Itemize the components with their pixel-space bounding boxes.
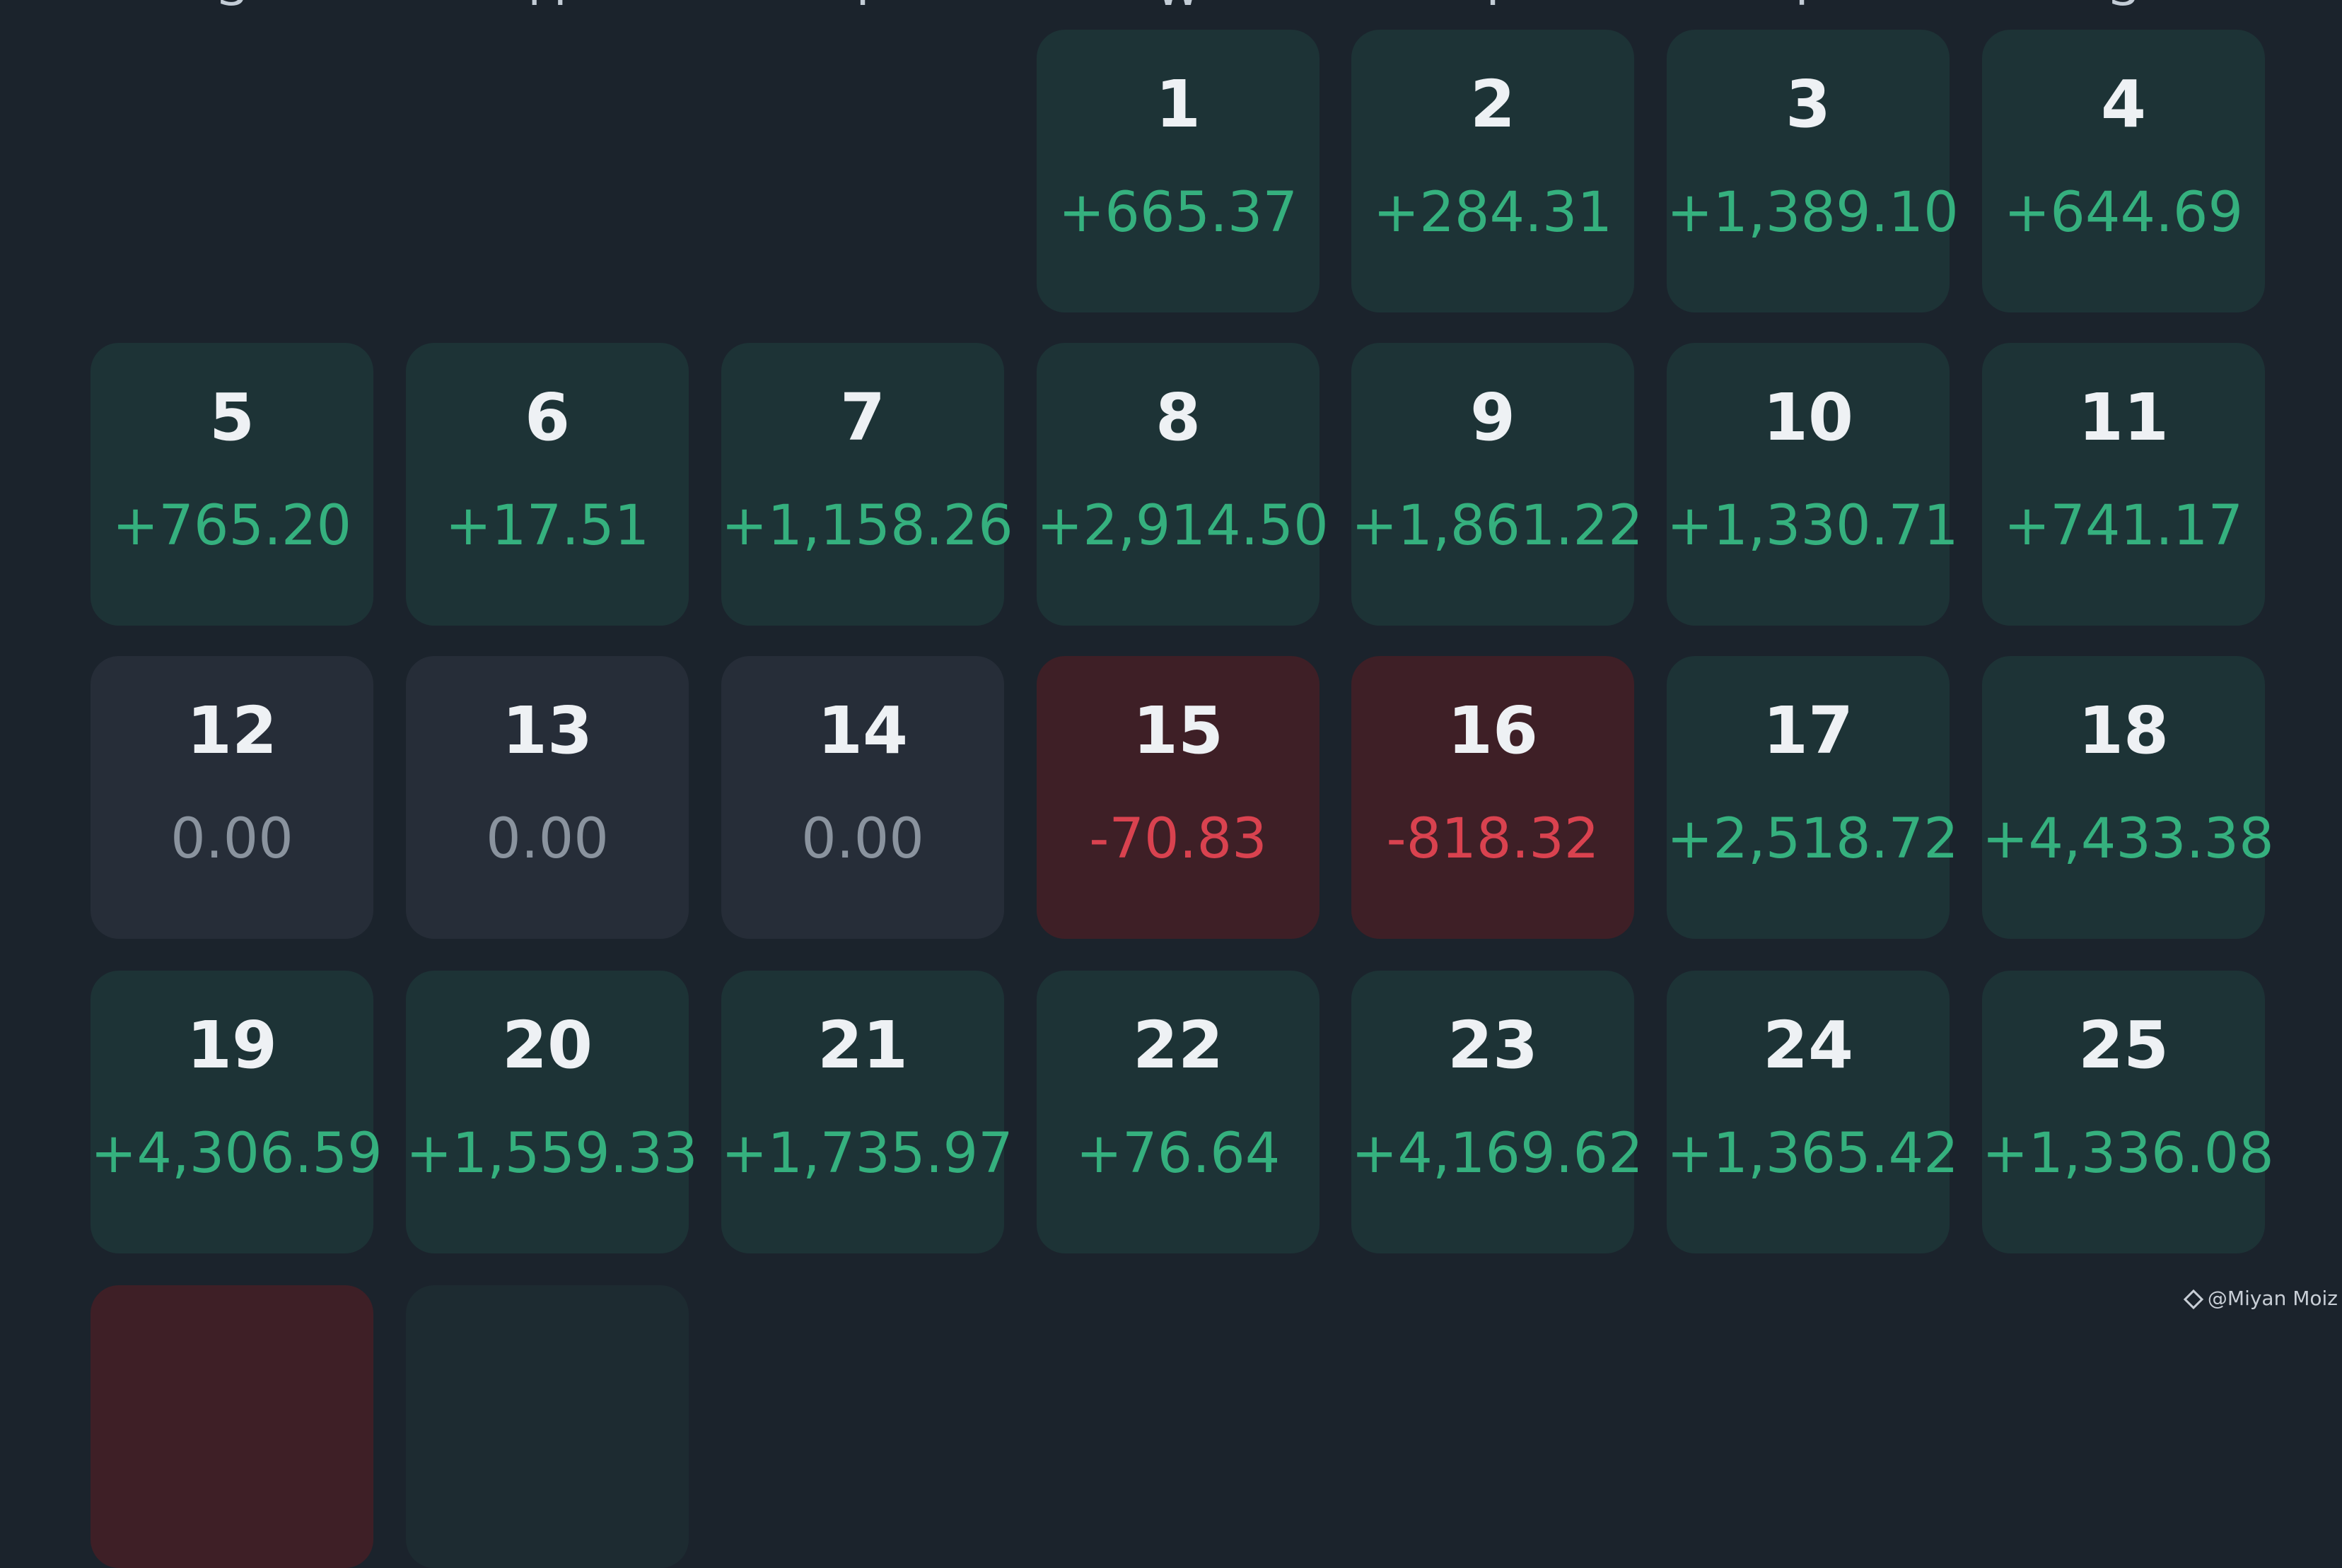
day-cell-14[interactable]: 14 0.00 (721, 656, 1004, 939)
day-number: 22 (1132, 1007, 1224, 1083)
day-cell-partial (91, 1285, 373, 1568)
day-cell-22[interactable]: 22 +76.64 (1037, 971, 1319, 1253)
day-number: 6 (524, 380, 570, 455)
day-cell-4[interactable]: 4 +644.69 (1982, 30, 2265, 312)
day-number: 15 (1132, 693, 1224, 768)
day-pnl: +665.37 (1058, 181, 1298, 245)
day-cell-15[interactable]: 15 -70.83 (1037, 656, 1319, 939)
day-pnl: 0.00 (486, 807, 609, 871)
day-pnl: +741.17 (2003, 494, 2244, 558)
day-number: 16 (1447, 693, 1539, 768)
day-cell-2[interactable]: 2 +284.31 (1351, 30, 1634, 312)
day-pnl: +1,861.22 (1351, 494, 1643, 558)
day-cell-25[interactable]: 25 +1,336.08 (1982, 971, 2274, 1253)
day-number: 8 (1155, 380, 1201, 455)
weekday-saturday: S (1982, 0, 2265, 13)
day-number: 21 (817, 1007, 909, 1083)
day-cell-17[interactable]: 17 +2,518.72 (1667, 656, 1959, 939)
day-number: 9 (1469, 380, 1515, 455)
day-cell-24[interactable]: 24 +1,365.42 (1667, 971, 1959, 1253)
day-pnl: -70.83 (1089, 807, 1267, 871)
day-cell-partial (406, 1285, 689, 1568)
day-pnl: +2,914.50 (1037, 494, 1329, 558)
day-pnl: +1,365.42 (1667, 1122, 1959, 1186)
weekday-monday: M (406, 0, 689, 13)
day-pnl: 0.00 (170, 807, 293, 871)
day-pnl: +4,169.62 (1351, 1122, 1643, 1186)
day-number: 10 (1762, 380, 1854, 455)
day-number: 4 (2100, 66, 2146, 142)
day-number: 13 (501, 693, 593, 768)
day-number: 18 (2078, 693, 2169, 768)
day-cell-20[interactable]: 20 +1,559.33 (406, 971, 698, 1253)
day-cell-8[interactable]: 8 +2,914.50 (1037, 343, 1329, 626)
day-cell-23[interactable]: 23 +4,169.62 (1351, 971, 1643, 1253)
weekday-wednesday: W (1037, 0, 1319, 13)
diamond-logo-icon (2183, 1289, 2204, 1310)
weekday-sunday: S (91, 0, 373, 13)
day-cell-12[interactable]: 12 0.00 (91, 656, 373, 939)
weekday-tuesday: T (721, 0, 1004, 13)
day-cell-19[interactable]: 19 +4,306.59 (91, 971, 383, 1253)
day-pnl: +1,559.33 (406, 1122, 698, 1186)
day-pnl: +2,518.72 (1667, 807, 1959, 871)
day-pnl: 0.00 (801, 807, 924, 871)
day-number: 25 (2078, 1007, 2169, 1083)
day-pnl: +4,306.59 (91, 1122, 383, 1186)
day-pnl: +4,433.38 (1982, 807, 2274, 871)
day-pnl: +1,336.08 (1982, 1122, 2274, 1186)
day-number: 24 (1762, 1007, 1854, 1083)
day-number: 17 (1762, 693, 1854, 768)
day-number: 23 (1447, 1007, 1539, 1083)
day-number: 12 (186, 693, 278, 768)
day-number: 7 (839, 380, 885, 455)
day-cell-7[interactable]: 7 +1,158.26 (721, 343, 1013, 626)
day-cell-5[interactable]: 5 +765.20 (91, 343, 373, 626)
day-pnl: +284.31 (1373, 181, 1613, 245)
day-pnl: +1,735.97 (721, 1122, 1013, 1186)
day-cell-10[interactable]: 10 +1,330.71 (1667, 343, 1959, 626)
day-cell-6[interactable]: 6 +17.51 (406, 343, 689, 626)
day-cell-13[interactable]: 13 0.00 (406, 656, 689, 939)
day-pnl: +17.51 (445, 494, 650, 558)
day-pnl: +644.69 (2003, 181, 2244, 245)
day-number: 11 (2078, 380, 2169, 455)
day-pnl: +1,158.26 (721, 494, 1013, 558)
day-cell-1[interactable]: 1 +665.37 (1037, 30, 1319, 312)
day-pnl: +1,389.10 (1667, 181, 1959, 245)
day-cell-16[interactable]: 16 -818.32 (1351, 656, 1634, 939)
day-number: 5 (209, 380, 255, 455)
day-number: 3 (1785, 66, 1831, 142)
watermark: @Miyan Moiz (2183, 1287, 2338, 1310)
day-pnl: +765.20 (112, 494, 352, 558)
day-cell-9[interactable]: 9 +1,861.22 (1351, 343, 1643, 626)
day-cell-11[interactable]: 11 +741.17 (1982, 343, 2265, 626)
day-pnl: +76.64 (1076, 1122, 1281, 1186)
day-pnl: -818.32 (1386, 807, 1600, 871)
day-number: 19 (186, 1007, 278, 1083)
weekday-friday: F (1667, 0, 1950, 13)
pnl-calendar: S M T W T F S 1 +665.37 2 +284.31 3 +1,3… (91, 0, 2338, 1568)
day-cell-18[interactable]: 18 +4,433.38 (1982, 656, 2274, 939)
watermark-text: @Miyan Moiz (2207, 1287, 2338, 1310)
weekday-thursday: T (1351, 0, 1634, 13)
day-number: 20 (501, 1007, 593, 1083)
day-number: 1 (1155, 66, 1201, 142)
day-number: 2 (1469, 66, 1515, 142)
day-pnl: +1,330.71 (1667, 494, 1959, 558)
day-cell-21[interactable]: 21 +1,735.97 (721, 971, 1013, 1253)
day-number: 14 (817, 693, 909, 768)
day-cell-3[interactable]: 3 +1,389.10 (1667, 30, 1959, 312)
